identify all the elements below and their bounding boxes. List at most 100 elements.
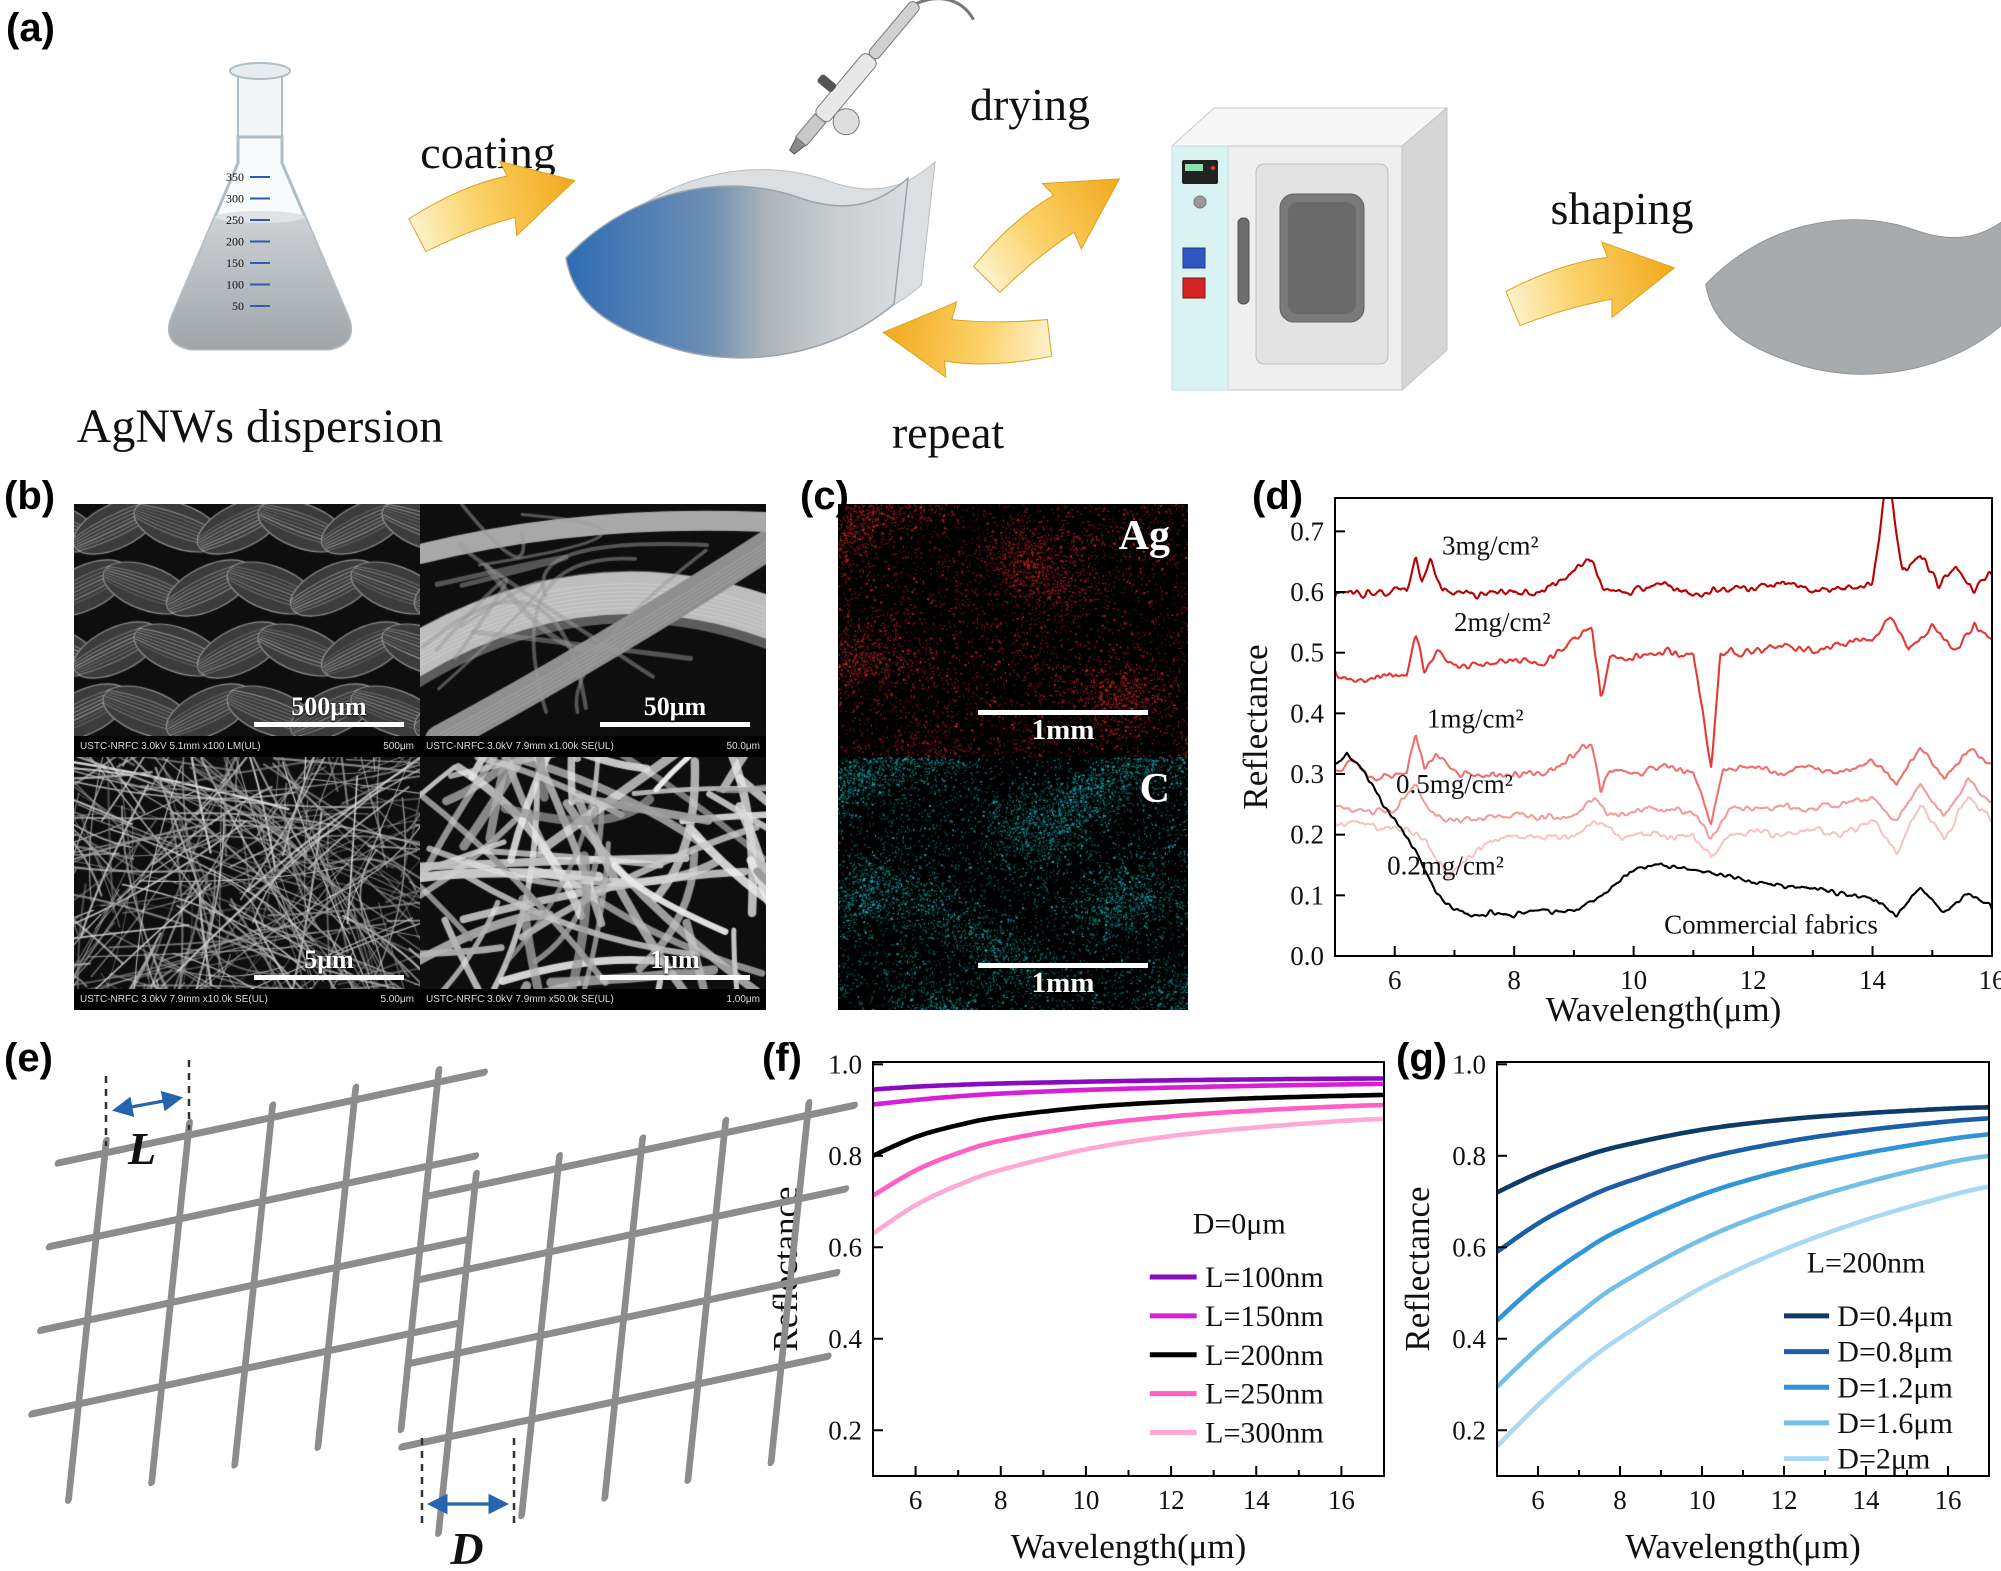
sem-meta-scale: 5.00μm: [380, 994, 414, 1005]
sem-meta-text: USTC-NRFC 3.0kV 5.1mm x100 LM(UL): [80, 741, 261, 752]
sem-meta-scale: 500μm: [383, 741, 414, 752]
scale-label: 1mm: [1031, 714, 1095, 746]
axis-ticks: [872, 1063, 1385, 1476]
reflectance-chart-loading: 6 8 10 12 14 16 0.0 0.1 0.2 0.3 0.4 0.5 0.6 0.7 Wavele…: [1236, 497, 2001, 1029]
x-tick-label: 12: [1740, 965, 1767, 995]
panel-label-c: (c): [800, 474, 849, 518]
shaped-fabric: [1705, 219, 2001, 375]
x-tick-label: 8: [994, 1485, 1008, 1515]
repeat-arrow: [882, 301, 1053, 379]
svg-text:350: 350: [226, 170, 244, 184]
scale-bar-line: [978, 710, 1148, 715]
sem-meta-text: USTC-NRFC 3.0kV 7.9mm x10.0k SE(UL): [80, 994, 268, 1005]
series-L=300nm: [873, 1116, 1384, 1236]
curve-annotation: 0.2mg/cm²: [1387, 851, 1504, 881]
eds-map-ag: Ag 1mm: [838, 504, 1188, 757]
plot-frame: [1334, 497, 1993, 957]
scale-label: 500μm: [291, 692, 367, 721]
sem-image-100x: 500μm USTC-NRFC 3.0kV 5.1mm x100 LM(UL) …: [74, 504, 420, 757]
y-tick-label: 0.2: [828, 1415, 862, 1445]
sem-metadata: USTC-NRFC 3.0kV 5.1mm x100 LM(UL) 500μm: [74, 736, 420, 757]
flask-graduations: 350 300 250 200 150 100 50: [226, 170, 270, 313]
svg-text:300: 300: [226, 192, 244, 206]
y-tick-label: 0.8: [828, 1141, 862, 1171]
panel-label-g: (g): [1396, 1036, 1448, 1080]
legend-label: L=250nm: [1205, 1378, 1324, 1411]
scale-label: 5μm: [304, 945, 354, 974]
scale-bar-line: [600, 722, 750, 727]
sem-meta-scale: 50.0μm: [726, 741, 760, 752]
oven-illustration: [1170, 106, 1449, 392]
legend-label: D=2μm: [1837, 1443, 1930, 1476]
airbrush-icon: [789, 0, 975, 155]
legend-title: D=0μm: [1193, 1208, 1286, 1241]
coating-arrow: [408, 160, 576, 253]
sem-metadata: USTC-NRFC 3.0kV 7.9mm x10.0k SE(UL) 5.00…: [74, 989, 420, 1010]
series-1mg/cm²: [1335, 734, 1992, 826]
sem-image-10kx: 5μm USTC-NRFC 3.0kV 7.9mm x10.0k SE(UL) …: [74, 757, 420, 1010]
flask-caption: AgNWs dispersion: [77, 400, 444, 453]
sem-meta-text: USTC-NRFC 3.0kV 7.9mm x1.00k SE(UL): [426, 741, 614, 752]
panel-label-b: (b): [4, 474, 56, 518]
svg-text:50: 50: [232, 299, 244, 313]
shaping-label: shaping: [1550, 183, 1693, 234]
series-0.5mg/cm²: [1335, 777, 1992, 840]
y-tick-label: 0.1: [1290, 880, 1324, 910]
legend-label: L=200nm: [1205, 1339, 1324, 1372]
scale-label: 1mm: [1031, 967, 1095, 999]
L-label: L: [127, 1123, 156, 1174]
sem-canvas: [420, 757, 766, 989]
repeat-label: repeat: [892, 407, 1005, 458]
svg-text:250: 250: [226, 213, 244, 227]
legend-label: D=0.8μm: [1837, 1336, 1953, 1369]
legend-title: L=200nm: [1807, 1246, 1926, 1279]
y-tick-label: 1.0: [1452, 1049, 1486, 1079]
element-label-ag: Ag: [1118, 513, 1170, 559]
oven-handle: [1237, 217, 1250, 305]
sem-meta-text: USTC-NRFC 3.0kV 7.9mm x50.0k SE(UL): [426, 994, 614, 1005]
panel-label-f: (f): [762, 1036, 802, 1080]
axis-ticks: [1334, 530, 1993, 957]
curve-annotation: 3mg/cm²: [1442, 530, 1539, 560]
x-tick-label: 14: [1853, 1485, 1881, 1515]
x-tick-label: 14: [1859, 965, 1887, 995]
sem-canvas: [420, 504, 766, 736]
scale-bar-line: [600, 975, 750, 980]
drying-arrow: [972, 178, 1121, 294]
y-tick-label: 0.2: [1452, 1415, 1486, 1445]
scale-bar-line: [978, 963, 1148, 968]
y-tick-label: 0.0: [1290, 941, 1324, 971]
y-tick-label: 0.6: [1290, 577, 1324, 607]
sem-meta-scale: 1.00μm: [726, 994, 760, 1005]
mesh-schematic: L D: [28, 1060, 858, 1571]
x-tick-label: 12: [1158, 1485, 1185, 1515]
flask-liquid: [169, 217, 351, 349]
x-tick-label: 6: [909, 1485, 923, 1515]
scale-bar: 1μm: [600, 945, 750, 980]
x-tick-label: 16: [1935, 1485, 1962, 1515]
flask-rim: [229, 62, 291, 80]
legend-label: L=100nm: [1205, 1261, 1324, 1294]
sem-canvas: [74, 504, 420, 736]
series-group: [1335, 498, 1992, 919]
x-axis-label: Wavelength(μm): [1546, 990, 1782, 1029]
x-tick-label: 8: [1507, 965, 1521, 995]
y-tick-label: 0.8: [1452, 1141, 1486, 1171]
scale-bar: 1mm: [978, 963, 1148, 998]
legend-label: D=1.2μm: [1837, 1371, 1953, 1404]
series-D=0.4μm: [1497, 1105, 1989, 1195]
x-tick-label: 14: [1243, 1485, 1271, 1515]
x-tick-label: 16: [1328, 1485, 1355, 1515]
x-tick-label: 10: [1689, 1485, 1716, 1515]
y-tick-label: 0.4: [828, 1324, 862, 1354]
x-axis-label: Wavelength(μm): [1625, 1527, 1861, 1566]
series-D=1.6μm: [1497, 1153, 1989, 1389]
y-tick-label: 0.3: [1290, 759, 1324, 789]
x-axis-label: Wavelength(μm): [1011, 1527, 1247, 1566]
liquid-surface: [215, 211, 305, 223]
series-group: [1497, 1105, 1989, 1448]
L-dimension-arrow: [111, 1090, 184, 1118]
reflectance-chart-gap: 6 8 10 12 14 16 0.2 0.4 0.6 0.8 1.0 Wavelength(μm) R…: [1398, 1049, 1990, 1566]
